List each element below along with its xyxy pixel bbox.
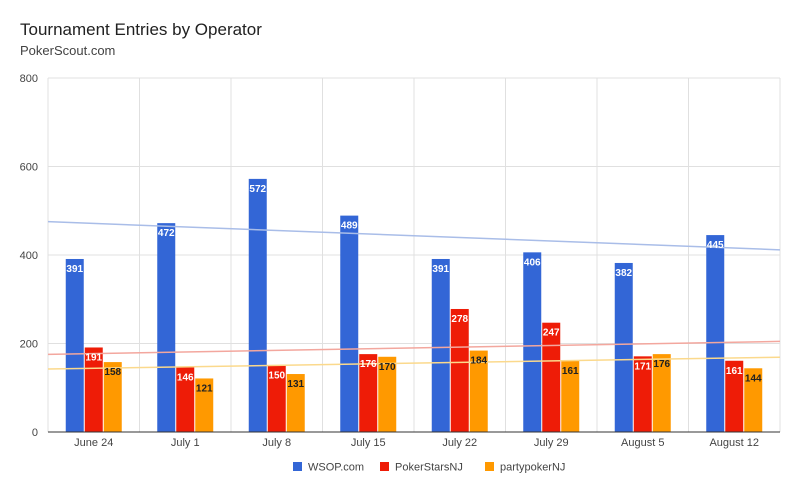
data-label: 176 — [653, 359, 670, 370]
bar — [65, 258, 84, 432]
data-label: 150 — [268, 371, 285, 382]
data-label: 171 — [634, 361, 651, 372]
legend-swatch — [485, 462, 494, 471]
chart-subtitle: PokerScout.com — [20, 43, 116, 58]
legend-swatch — [293, 462, 302, 471]
y-tick-label: 800 — [20, 73, 38, 85]
x-tick-label: June 24 — [74, 437, 113, 449]
data-label: 489 — [341, 221, 358, 232]
bar — [195, 378, 214, 432]
y-tick-label: 400 — [20, 250, 38, 262]
bar — [103, 362, 122, 432]
data-label: 170 — [379, 362, 396, 373]
bar — [633, 356, 652, 432]
data-label: 144 — [745, 373, 762, 384]
data-label: 406 — [524, 257, 541, 268]
bar — [359, 354, 378, 432]
bar — [378, 356, 397, 432]
bars — [65, 178, 763, 432]
bar — [431, 258, 450, 432]
bar — [248, 178, 267, 432]
data-label: 382 — [615, 268, 632, 279]
y-tick-label: 200 — [20, 339, 38, 351]
data-label: 391 — [66, 264, 83, 275]
bar — [469, 350, 488, 432]
y-tick-label: 600 — [20, 162, 38, 174]
bar — [267, 365, 286, 432]
data-label: 176 — [360, 359, 377, 370]
data-label: 184 — [470, 356, 487, 367]
data-label: 131 — [287, 379, 304, 390]
x-tick-label: July 8 — [262, 437, 291, 449]
data-label: 472 — [158, 228, 175, 239]
data-label: 391 — [432, 264, 449, 275]
y-axis-ticks: 0 200 400 600 800 — [20, 73, 38, 439]
x-tick-label: August 12 — [709, 437, 759, 449]
data-label: 572 — [249, 184, 266, 195]
data-label: 121 — [196, 383, 213, 394]
data-label: 445 — [707, 240, 724, 251]
trendlines — [47, 220, 781, 370]
legend: WSOP.com PokerStarsNJ partypokerNJ — [293, 462, 565, 474]
legend-label: partypokerNJ — [500, 462, 565, 474]
bar — [450, 308, 469, 432]
x-tick-label: July 15 — [351, 437, 386, 449]
chart-title: Tournament Entries by Operator — [20, 20, 262, 39]
bar — [744, 368, 763, 432]
bar — [542, 322, 561, 432]
trendline — [47, 220, 781, 251]
trendline — [47, 340, 781, 356]
bar — [652, 354, 671, 432]
bar — [725, 360, 744, 432]
bar — [340, 215, 359, 432]
x-tick-label: July 29 — [534, 437, 569, 449]
data-label: 278 — [451, 314, 468, 325]
bar — [614, 262, 633, 432]
legend-label: WSOP.com — [308, 462, 364, 474]
bar — [157, 223, 176, 432]
data-label: 158 — [104, 367, 121, 378]
data-label: 161 — [726, 366, 743, 377]
bar — [286, 374, 305, 432]
legend-label: PokerStarsNJ — [395, 462, 463, 474]
bar — [561, 360, 580, 432]
bar — [523, 252, 542, 432]
data-label: 191 — [85, 352, 102, 363]
data-label: 161 — [562, 366, 579, 377]
x-tick-label: August 5 — [621, 437, 664, 449]
y-tick-label: 0 — [32, 427, 38, 439]
data-label: 146 — [177, 372, 194, 383]
bar — [706, 235, 725, 432]
x-axis-ticks: June 24 July 1 July 8 July 15 July 22 July 29… — [74, 437, 759, 449]
data-label: 247 — [543, 328, 560, 339]
x-tick-label: July 22 — [442, 437, 477, 449]
trendline — [47, 356, 781, 370]
legend-swatch — [380, 462, 389, 471]
x-tick-label: July 1 — [171, 437, 200, 449]
bar — [176, 367, 195, 432]
